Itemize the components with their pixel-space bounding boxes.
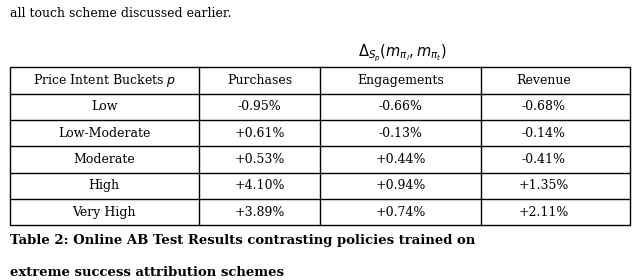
Text: +0.74%: +0.74% <box>376 206 426 219</box>
Text: -0.68%: -0.68% <box>522 100 566 113</box>
Text: +1.35%: +1.35% <box>518 179 569 192</box>
Text: Low: Low <box>91 100 118 113</box>
Text: Revenue: Revenue <box>516 74 571 87</box>
Text: Price Intent Buckets $p$: Price Intent Buckets $p$ <box>33 72 176 89</box>
Text: all touch scheme discussed earlier.: all touch scheme discussed earlier. <box>10 7 231 20</box>
Text: Very High: Very High <box>72 206 136 219</box>
Text: +0.44%: +0.44% <box>376 153 426 166</box>
Text: +4.10%: +4.10% <box>234 179 285 192</box>
Text: -0.66%: -0.66% <box>379 100 422 113</box>
Text: Purchases: Purchases <box>227 74 292 87</box>
Text: Table 2: Online AB Test Results contrasting policies trained on: Table 2: Online AB Test Results contrast… <box>10 234 475 247</box>
Text: High: High <box>89 179 120 192</box>
Text: +3.89%: +3.89% <box>234 206 285 219</box>
Text: -0.14%: -0.14% <box>522 127 566 140</box>
Text: +0.61%: +0.61% <box>234 127 285 140</box>
Text: Moderate: Moderate <box>74 153 135 166</box>
Text: -0.13%: -0.13% <box>379 127 422 140</box>
Text: +2.11%: +2.11% <box>518 206 569 219</box>
Text: +0.94%: +0.94% <box>376 179 426 192</box>
Text: Low-Moderate: Low-Moderate <box>58 127 150 140</box>
Text: extreme success attribution schemes: extreme success attribution schemes <box>10 266 284 279</box>
Text: Engagements: Engagements <box>357 74 444 87</box>
Text: $\Delta_{S_p}(m_{\pi_l},m_{\pi_t})$: $\Delta_{S_p}(m_{\pi_l},m_{\pi_t})$ <box>358 43 447 64</box>
Text: -0.95%: -0.95% <box>237 100 282 113</box>
Text: +0.53%: +0.53% <box>234 153 285 166</box>
Bar <box>10 67 630 225</box>
Text: -0.41%: -0.41% <box>522 153 566 166</box>
